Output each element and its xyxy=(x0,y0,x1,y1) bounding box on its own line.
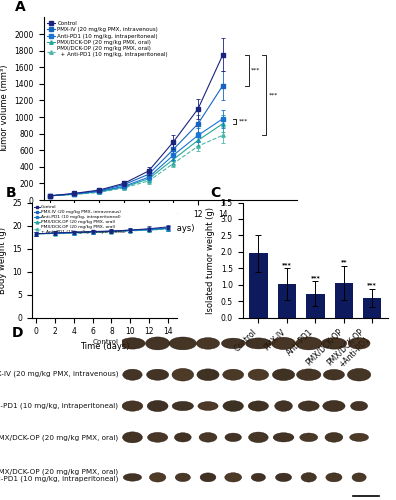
Text: ***: *** xyxy=(367,282,377,288)
Text: PMX/DCK-OP (20 mg/kg PMX, oral)
+ Anti-PD1 (10 mg/kg, intraperitoneal): PMX/DCK-OP (20 mg/kg PMX, oral) + Anti-P… xyxy=(0,468,118,482)
Bar xyxy=(335,283,353,318)
Text: PMX-IV (20 mg/kg PMX, intravenous): PMX-IV (20 mg/kg PMX, intravenous) xyxy=(0,370,118,377)
Bar xyxy=(249,254,268,318)
X-axis label: Time (days): Time (days) xyxy=(80,342,129,351)
Text: ***: *** xyxy=(310,275,320,280)
Legend: Control, PMX-IV (20 mg/kg PMX, intravenous), Anti-PD1 (10 mg/kg, intraperitoneal: Control, PMX-IV (20 mg/kg PMX, intraveno… xyxy=(46,20,169,58)
Text: D: D xyxy=(12,326,23,340)
Text: C: C xyxy=(211,186,221,200)
Text: ***: *** xyxy=(268,92,278,98)
Text: ***: *** xyxy=(282,262,292,267)
Bar xyxy=(363,298,381,318)
Y-axis label: Body weight (g): Body weight (g) xyxy=(0,226,7,294)
Text: Control: Control xyxy=(92,339,118,345)
Text: PMX/DCK-OP (20 mg/kg PMX, oral): PMX/DCK-OP (20 mg/kg PMX, oral) xyxy=(0,434,118,441)
Text: ***: *** xyxy=(251,68,261,72)
Text: ***: *** xyxy=(239,118,248,124)
Text: **: ** xyxy=(341,260,347,264)
Text: B: B xyxy=(6,186,16,200)
Y-axis label: Isolated tumor weight (g): Isolated tumor weight (g) xyxy=(206,206,215,314)
Legend: Control, PMX-IV (20 mg/kg PMX, intravenous), Anti-PD1 (10 mg/kg, intraperitoneal: Control, PMX-IV (20 mg/kg PMX, intraveno… xyxy=(34,204,126,234)
Y-axis label: Tumor volume (mm³): Tumor volume (mm³) xyxy=(0,64,9,153)
Text: Anti-PD1 (10 mg/kg, intraperitoneal): Anti-PD1 (10 mg/kg, intraperitoneal) xyxy=(0,402,118,409)
Text: A: A xyxy=(15,0,26,14)
X-axis label: Time (days): Time (days) xyxy=(146,224,195,234)
Bar xyxy=(278,284,296,318)
Bar xyxy=(306,294,325,318)
